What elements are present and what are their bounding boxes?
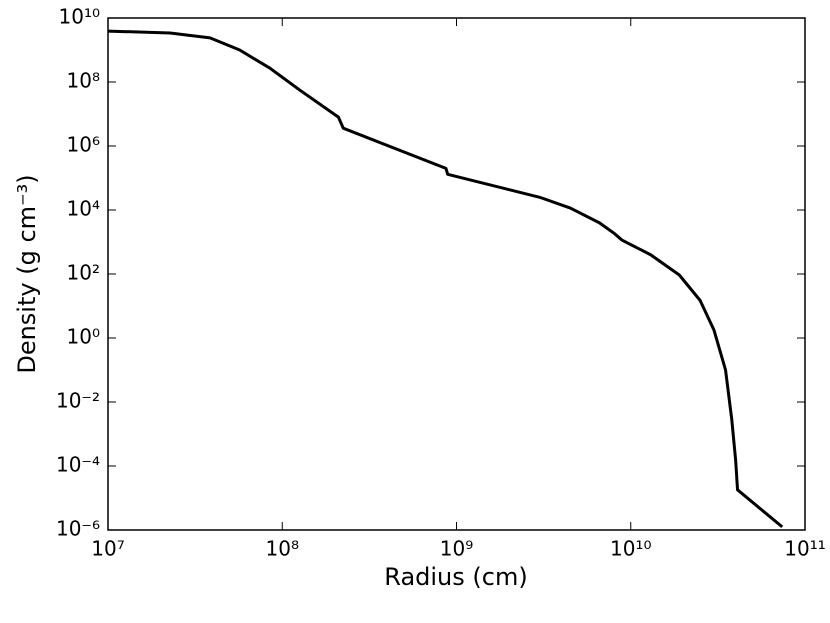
y-tick-label: 10⁻²: [56, 389, 100, 413]
data-line: [107, 29, 784, 529]
x-tick-label: 10⁸: [266, 537, 299, 561]
y-tick-label: 10¹⁰: [59, 5, 100, 29]
x-tick-label: 10¹⁰: [610, 537, 651, 561]
y-tick-label: 10⁸: [67, 69, 100, 93]
y-tick-label: 10⁻⁶: [56, 517, 100, 541]
y-tick-label: 10⁶: [67, 133, 100, 157]
y-tick-label: 10²: [67, 261, 100, 285]
y-tick-label: 10⁰: [67, 325, 100, 349]
plot-frame: [107, 17, 806, 531]
x-tick-label: 10⁹: [440, 537, 473, 561]
y-tick-label: 10⁴: [67, 197, 100, 221]
y-axis-label: Density (g cm⁻³): [13, 174, 41, 373]
x-tick-label: 10¹¹: [784, 537, 825, 561]
x-axis-label: Radius (cm): [384, 563, 527, 591]
x-tick-label: 10⁷: [91, 537, 124, 561]
y-tick-label: 10⁻⁴: [56, 453, 100, 477]
